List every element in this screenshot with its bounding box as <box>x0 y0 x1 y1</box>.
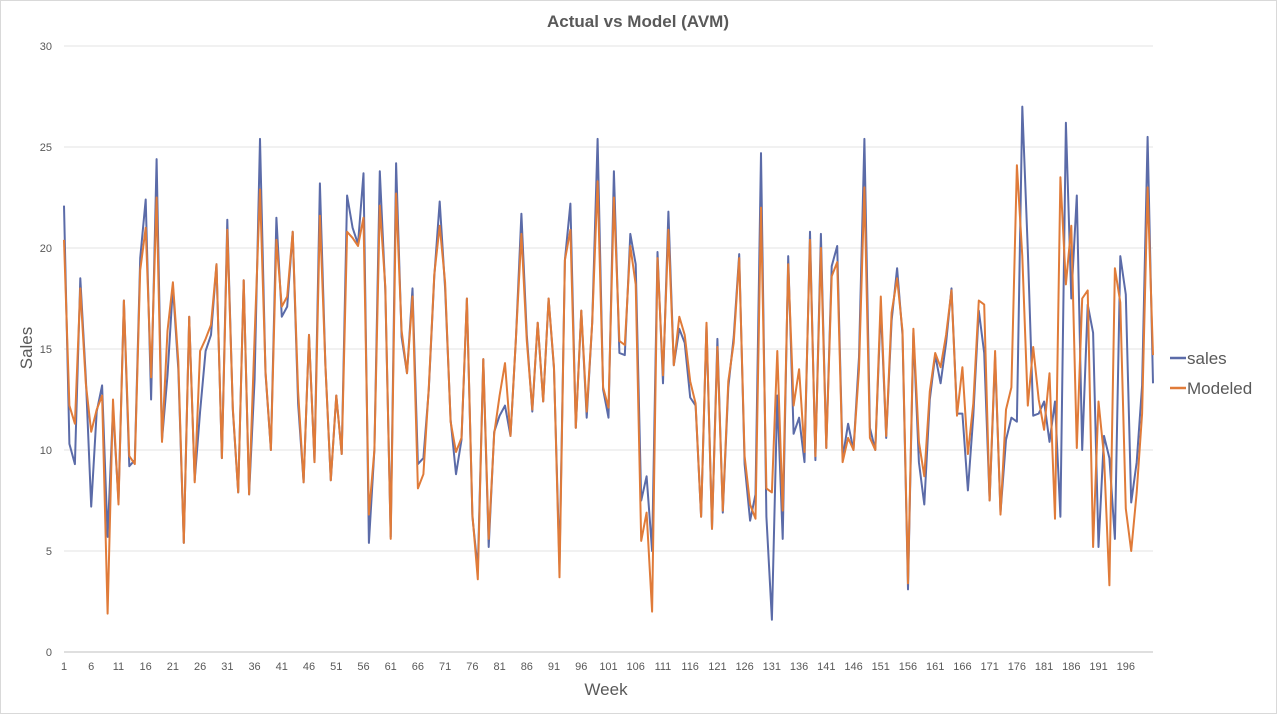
series-line-sales <box>63 105 1154 621</box>
x-tick-label: 166 <box>953 661 971 673</box>
x-tick-label: 26 <box>194 661 206 673</box>
x-tick-label: 86 <box>521 661 533 673</box>
x-tick-label: 136 <box>790 661 808 673</box>
x-tick-label: 186 <box>1062 661 1080 673</box>
x-tick-label: 126 <box>735 661 753 673</box>
x-tick-label: 151 <box>872 661 890 673</box>
gridlines <box>64 45 1153 653</box>
x-tick-label: 21 <box>167 661 179 673</box>
x-tick-label: 176 <box>1008 661 1026 673</box>
series-lines <box>63 105 1154 621</box>
x-tick-label: 146 <box>844 661 862 673</box>
x-tick-label: 56 <box>357 661 369 673</box>
y-axis-ticks: 0 5 10 15 20 25 30 <box>40 41 52 659</box>
x-tick-label: 1 <box>61 661 67 673</box>
x-tick-label: 171 <box>980 661 998 673</box>
x-axis-title: Week <box>584 680 628 699</box>
x-axis-ticks: 1 6 11 16 21 26 31 36 41 46 51 56 61 66 71 76 81 86 91 96 10… <box>61 661 1135 673</box>
y-tick-label: 25 <box>40 142 52 154</box>
x-tick-label: 76 <box>466 661 478 673</box>
x-tick-label: 111 <box>655 661 672 673</box>
x-tick-label: 116 <box>681 661 699 673</box>
x-tick-label: 6 <box>88 661 94 673</box>
x-tick-label: 191 <box>1089 661 1107 673</box>
x-tick-label: 101 <box>599 661 617 673</box>
x-tick-label: 181 <box>1035 661 1053 673</box>
x-tick-label: 141 <box>817 661 835 673</box>
legend: sales Modeled <box>1170 349 1252 398</box>
x-tick-label: 31 <box>221 661 233 673</box>
y-tick-label: 30 <box>40 41 52 53</box>
x-tick-label: 196 <box>1117 661 1135 673</box>
x-tick-label: 161 <box>926 661 944 673</box>
x-tick-label: 121 <box>708 661 726 673</box>
y-tick-label: 10 <box>40 445 52 457</box>
y-tick-label: 15 <box>40 344 52 356</box>
legend-entry-sales: sales <box>1170 349 1227 368</box>
series-line-modeled <box>63 164 1154 615</box>
y-tick-label: 0 <box>46 647 52 659</box>
legend-label-sales: sales <box>1187 349 1227 368</box>
x-tick-label: 91 <box>548 661 560 673</box>
legend-entry-modeled: Modeled <box>1170 379 1252 398</box>
x-tick-label: 16 <box>140 661 152 673</box>
x-tick-label: 11 <box>113 661 124 673</box>
chart-title: Actual vs Model (AVM) <box>547 12 729 31</box>
x-tick-label: 96 <box>575 661 587 673</box>
x-tick-label: 46 <box>303 661 315 673</box>
x-tick-label: 81 <box>493 661 505 673</box>
x-tick-label: 106 <box>627 661 645 673</box>
x-tick-label: 51 <box>330 661 342 673</box>
x-tick-label: 41 <box>276 661 288 673</box>
x-tick-label: 71 <box>439 661 451 673</box>
y-tick-label: 5 <box>46 546 52 558</box>
legend-label-modeled: Modeled <box>1187 379 1252 398</box>
x-tick-label: 61 <box>385 661 397 673</box>
y-tick-label: 20 <box>40 243 52 255</box>
x-tick-label: 66 <box>412 661 424 673</box>
y-axis-title: Sales <box>17 327 36 370</box>
x-tick-label: 131 <box>763 661 781 673</box>
x-tick-label: 36 <box>248 661 260 673</box>
x-tick-label: 156 <box>899 661 917 673</box>
